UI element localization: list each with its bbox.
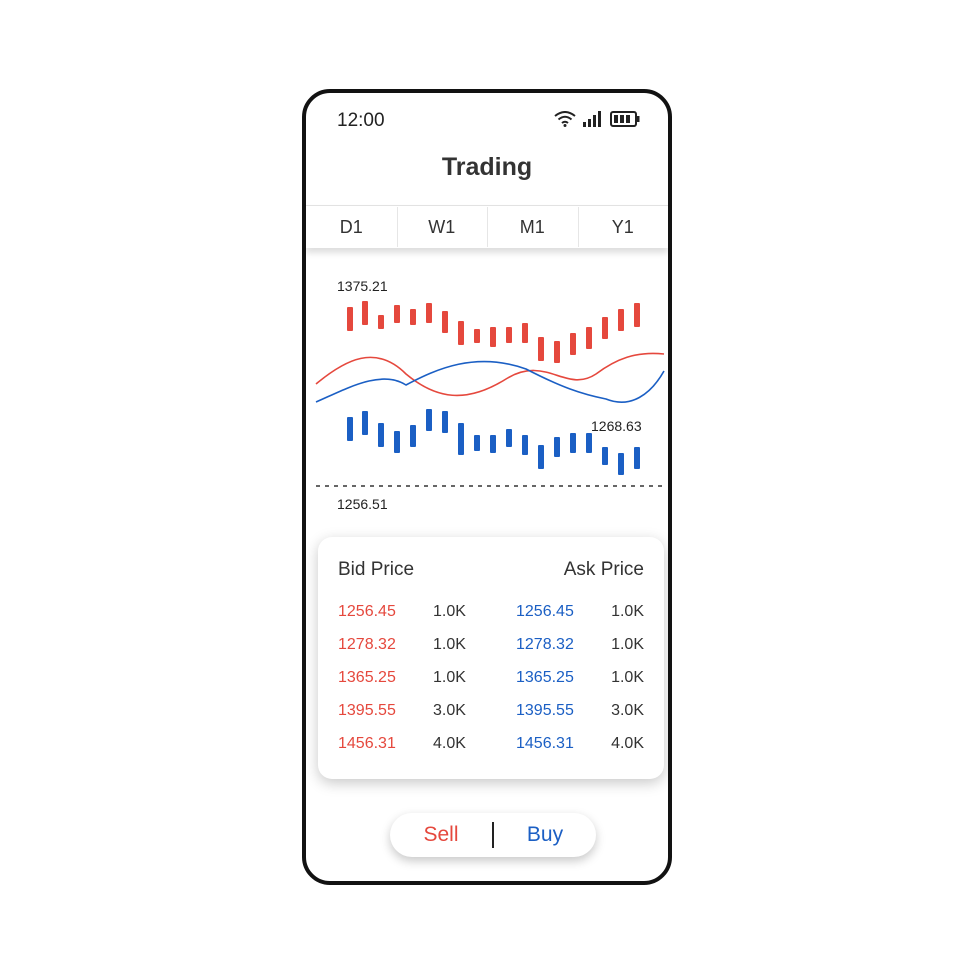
red-candle	[618, 309, 624, 331]
bid-volume: 1.0K	[433, 603, 466, 620]
action-divider	[492, 822, 494, 848]
blue-candle	[570, 433, 576, 453]
bid-price: 1365.25	[338, 669, 396, 686]
bid-price-header: Bid Price	[338, 559, 415, 580]
blue-candle	[554, 437, 560, 457]
ask-price-header: Ask Price	[563, 559, 644, 580]
status-time: 12:00	[337, 110, 385, 131]
timeframe-tabs: D1 W1 M1 Y1	[306, 205, 668, 248]
blue-candle	[458, 423, 464, 455]
order-book-row[interactable]: 1456.31 4.0K 1456.31 4.0K	[338, 735, 644, 768]
blue-candle	[347, 417, 353, 441]
red-candle	[522, 323, 528, 343]
red-candle	[394, 305, 400, 323]
bid-price: 1456.31	[338, 735, 396, 752]
blue-candle	[442, 411, 448, 433]
red-candle	[634, 303, 640, 327]
red-candle	[426, 303, 432, 323]
red-candle	[586, 327, 592, 349]
ask-volume: 4.0K	[611, 735, 644, 752]
phone-frame: 12:00 Trading D1	[302, 89, 672, 885]
red-candle	[490, 327, 496, 347]
red-candle	[474, 329, 480, 343]
ask-volume: 3.0K	[611, 702, 644, 719]
ask-price: 1395.55	[516, 702, 574, 719]
order-book-row[interactable]: 1278.32 1.0K 1278.32 1.0K	[338, 636, 644, 669]
blue-candle	[522, 435, 528, 455]
bid-price: 1278.32	[338, 636, 396, 653]
red-candle	[347, 307, 353, 331]
bid-price: 1256.45	[338, 603, 396, 620]
price-chart: 1375.21 1268.63 1256.51	[315, 278, 666, 512]
ask-price: 1365.25	[516, 669, 574, 686]
trade-actions: Sell Buy	[390, 813, 596, 857]
blue-candle	[410, 425, 416, 447]
ask-price: 1456.31	[516, 735, 574, 752]
red-candle	[506, 327, 512, 343]
red-trend-line	[315, 352, 665, 397]
order-book-row[interactable]: 1365.25 1.0K 1365.25 1.0K	[338, 669, 644, 702]
status-bar: 12:00	[306, 93, 668, 151]
status-icons	[554, 111, 640, 127]
blue-candle	[362, 411, 368, 435]
high-price-label: 1375.21	[337, 278, 388, 294]
order-book-card: Bid Price Ask Price 1256.45 1.0K 1256.45…	[318, 537, 664, 779]
current-price-label: 1268.63	[591, 418, 642, 434]
wifi-icon	[554, 111, 576, 127]
signal-icon	[583, 111, 601, 127]
blue-candle	[602, 447, 608, 465]
blue-trend-line	[315, 360, 665, 403]
red-candle	[554, 341, 560, 363]
blue-candle	[538, 445, 544, 469]
ask-price: 1278.32	[516, 636, 574, 653]
blue-candle	[426, 409, 432, 431]
blue-candle	[506, 429, 512, 447]
blue-candle	[474, 435, 480, 451]
bid-volume: 1.0K	[433, 636, 466, 653]
blue-candle	[378, 423, 384, 447]
ask-price: 1256.45	[516, 603, 574, 620]
blue-candle	[618, 453, 624, 475]
candles-group	[347, 301, 640, 475]
order-book-rows: 1256.45 1.0K 1256.45 1.0K 1278.32 1.0K 1…	[338, 603, 644, 768]
blue-candle	[586, 433, 592, 453]
tab-y1[interactable]: Y1	[577, 206, 669, 247]
bid-volume: 4.0K	[433, 735, 466, 752]
blue-candle	[394, 431, 400, 453]
order-book-row[interactable]: 1256.45 1.0K 1256.45 1.0K	[338, 603, 644, 636]
page-title: Trading	[441, 153, 533, 181]
red-candle	[410, 309, 416, 325]
red-candle	[458, 321, 464, 345]
battery-icon	[610, 111, 640, 127]
red-candle	[570, 333, 576, 355]
order-book-row[interactable]: 1395.55 3.0K 1395.55 3.0K	[338, 702, 644, 735]
red-candle	[602, 317, 608, 339]
tab-w1[interactable]: W1	[396, 206, 488, 247]
buy-button[interactable]: Buy	[526, 823, 564, 846]
ask-volume: 1.0K	[611, 603, 644, 620]
order-book-header: Bid Price Ask Price	[338, 559, 644, 581]
blue-candle	[490, 435, 496, 453]
red-candle	[442, 311, 448, 333]
red-candle	[538, 337, 544, 361]
bid-volume: 1.0K	[433, 669, 466, 686]
red-candle	[362, 301, 368, 325]
ask-volume: 1.0K	[611, 636, 644, 653]
bid-price: 1395.55	[338, 702, 396, 719]
red-candle	[378, 315, 384, 329]
ask-volume: 1.0K	[611, 669, 644, 686]
low-price-label: 1256.51	[337, 496, 388, 512]
sell-button[interactable]: Sell	[423, 823, 459, 846]
tab-m1[interactable]: M1	[487, 206, 578, 247]
blue-candle	[634, 447, 640, 469]
bid-volume: 3.0K	[433, 702, 466, 719]
tab-d1[interactable]: D1	[339, 216, 363, 237]
